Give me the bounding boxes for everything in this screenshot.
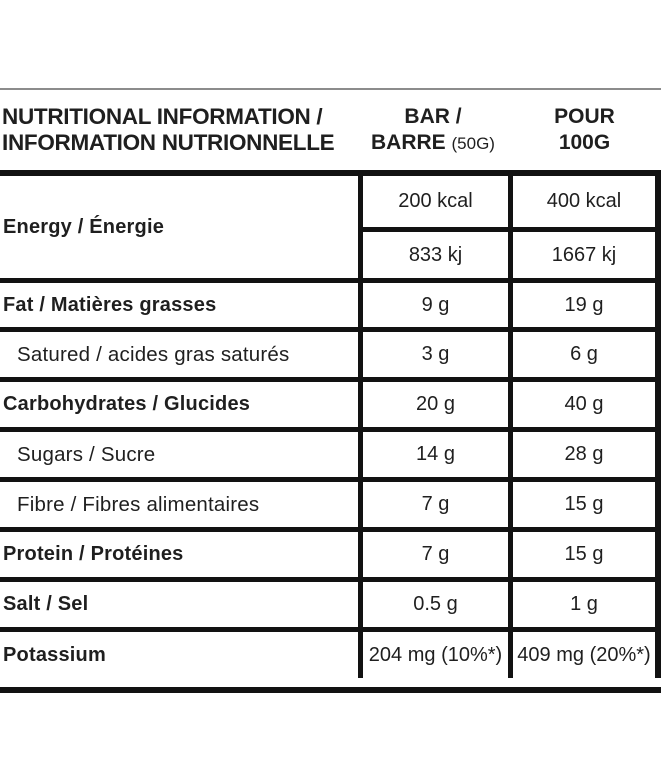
header-bar-line2: BARRE (50G) [358,130,508,157]
bar-value: 7 g [358,482,508,527]
row-label: Carbohydrates / Glucides [3,393,251,415]
header-100g-line1: POUR [554,105,615,128]
bar-value: 833 kj [358,232,508,278]
row-label: Protein / Protéines [3,543,184,565]
bar-value: 14 g [358,432,508,477]
bar-value: 7 g [358,532,508,577]
per100-value: 1667 kj [508,232,661,278]
per100-value: 409 mg (20%*) [508,632,661,678]
row-protein: Protein / Protéines 7 g 15 g [0,532,661,582]
bottom-divider [0,687,661,693]
bar-value: 0.5 g [358,582,508,627]
row-sugars: Sugars / Sucre 14 g 28 g [0,432,661,482]
row-label: Satured / acides gras saturés [17,342,290,366]
per100-value: 28 g [508,432,661,477]
per100-value: 19 g [508,283,661,327]
header-title-line2: INFORMATION NUTRIONNELLE [2,130,335,155]
header-col-bar: BAR / BARRE (50G) [358,104,508,157]
row-fat: Fat / Matières grasses 9 g 19 g [0,283,661,332]
per100-value: 400 kcal [508,176,661,227]
header-title: NUTRITIONAL INFORMATION / INFORMATION NU… [0,104,358,156]
row-label: Sugars / Sucre [17,442,156,466]
energy-kcal-subrow: 200 kcal 400 kcal [358,176,661,232]
row-salt: Salt / Sel 0.5 g 1 g [0,582,661,632]
header-bar-size: (50G) [451,133,495,153]
row-label: Potassium [3,643,106,666]
top-divider [0,88,661,90]
row-fibre: Fibre / Fibres alimentaires 7 g 15 g [0,482,661,532]
per100-value: 40 g [508,382,661,427]
header-title-line1: NUTRITIONAL INFORMATION / [2,104,323,129]
header-col-100g: POUR 100G [508,104,661,156]
row-potassium: Potassium 204 mg (10%*) 409 mg (20%*) [0,632,661,678]
per100-value: 6 g [508,332,661,377]
table-header: NUTRITIONAL INFORMATION / INFORMATION NU… [0,90,661,176]
per100-value: 15 g [508,532,661,577]
per100-value: 15 g [508,482,661,527]
bar-value: 9 g [358,283,508,327]
row-energy: Energy / Énergie 200 kcal 400 kcal 833 k… [0,176,661,283]
bar-value: 200 kcal [358,176,508,227]
row-carbohydrates: Carbohydrates / Glucides 20 g 40 g [0,382,661,432]
bar-value: 20 g [358,382,508,427]
row-label: Fat / Matières grasses [3,293,217,316]
energy-kj-subrow: 833 kj 1667 kj [358,232,661,278]
row-saturated-fat: Satured / acides gras saturés 3 g 6 g [0,332,661,382]
row-label: Salt / Sel [3,593,89,615]
bar-value: 204 mg (10%*) [358,632,508,678]
header-bar-line1: BAR / [404,104,462,128]
energy-values: 200 kcal 400 kcal 833 kj 1667 kj [358,176,661,278]
row-label: Energy / Énergie [3,215,165,238]
header-100g-line2: 100G [558,131,611,154]
bar-value: 3 g [358,332,508,377]
header-bar-name: BARRE [371,130,446,154]
per100-value: 1 g [508,582,661,627]
table-body: Energy / Énergie 200 kcal 400 kcal 833 k… [0,176,661,693]
row-label: Fibre / Fibres alimentaires [17,492,260,516]
